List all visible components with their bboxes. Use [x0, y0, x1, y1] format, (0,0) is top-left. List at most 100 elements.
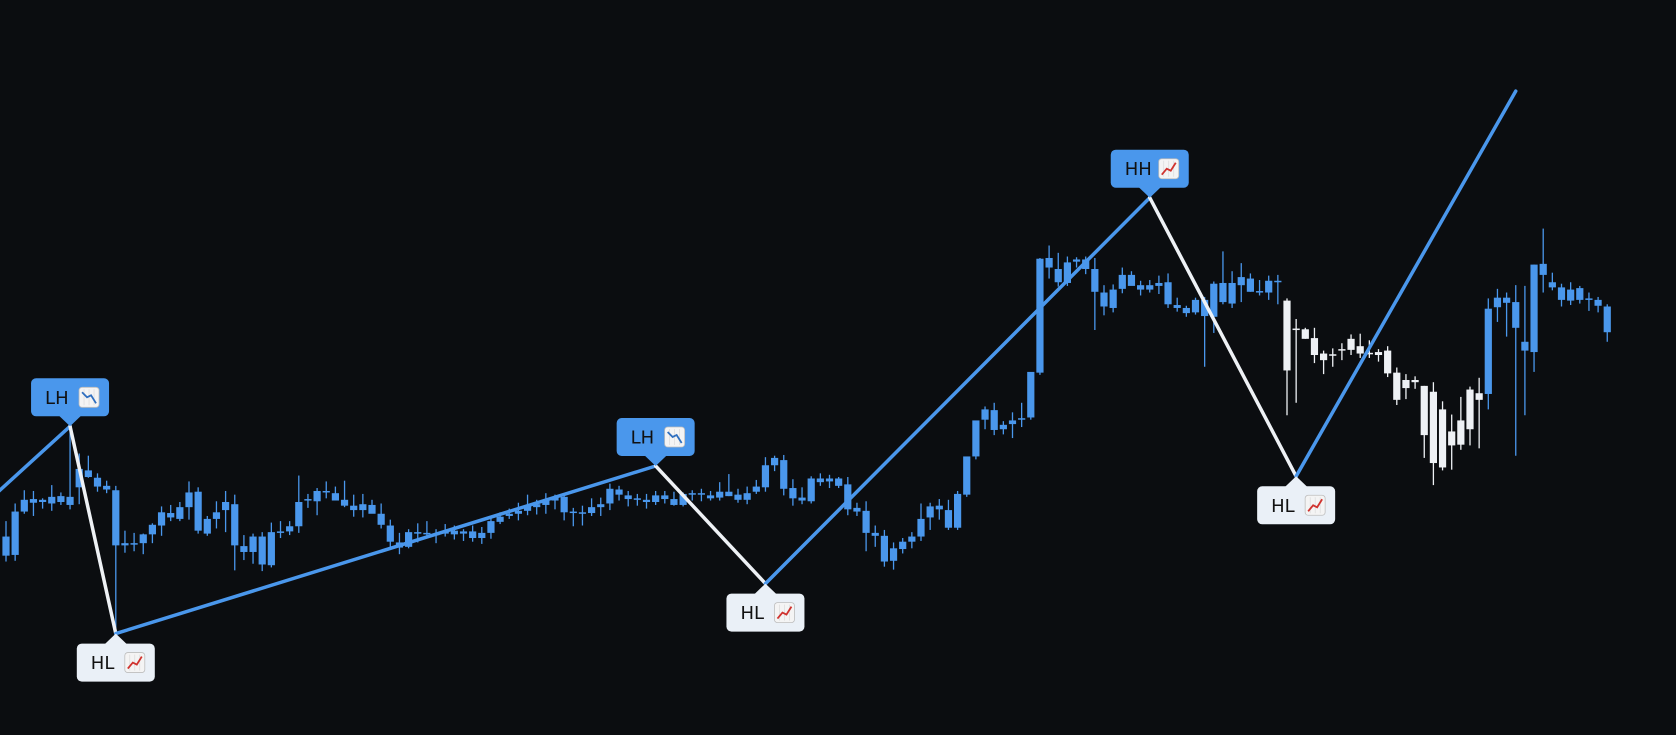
candle: [844, 477, 852, 516]
candle-body: [771, 457, 779, 466]
candle-body: [48, 496, 56, 504]
candle: [322, 481, 330, 499]
candle-body: [725, 491, 733, 497]
candle: [560, 494, 568, 521]
candle: [771, 455, 779, 472]
candle-body: [1118, 274, 1126, 289]
zigzag-up-segment: [763, 195, 1152, 586]
candle-body: [1091, 269, 1099, 292]
candle-body: [734, 494, 742, 500]
candle: [11, 503, 19, 561]
candle: [1191, 297, 1200, 315]
candle-body: [359, 504, 367, 511]
candle: [1045, 245, 1053, 279]
candle-body: [203, 518, 211, 534]
candle-body: [313, 490, 321, 502]
pivot-label-hh: HH: [1110, 149, 1189, 198]
candle: [807, 476, 815, 504]
candle-body: [1228, 282, 1236, 304]
candle-body: [972, 420, 980, 457]
candle-body: [249, 536, 257, 552]
candle: [1457, 396, 1465, 450]
candle: [633, 493, 641, 506]
candle-body: [1301, 329, 1309, 339]
candle-body: [1100, 292, 1108, 307]
candle: [981, 406, 989, 430]
candle-body: [1512, 302, 1520, 328]
candle: [1530, 264, 1538, 372]
candle: [1512, 285, 1520, 456]
candle: [1164, 273, 1172, 308]
candle: [706, 490, 715, 501]
candle: [1008, 412, 1017, 439]
candle-body: [697, 493, 705, 495]
candle-body: [478, 532, 486, 539]
candle: [1356, 333, 1364, 358]
candle-body: [1448, 431, 1456, 446]
candle-body: [615, 489, 623, 495]
candle: [697, 488, 705, 502]
candle-body: [1493, 297, 1502, 308]
candle-body: [569, 511, 577, 514]
candle-body: [414, 532, 422, 534]
candle: [642, 493, 651, 509]
candle: [1201, 296, 1209, 367]
candle: [350, 494, 358, 517]
candle-body: [588, 507, 596, 514]
pivot-label-lh: LH: [31, 378, 110, 427]
candle: [1228, 271, 1236, 308]
candle: [258, 532, 266, 572]
candle: [1109, 284, 1117, 313]
candle-body: [990, 410, 998, 430]
candle-body: [1411, 379, 1419, 383]
candle: [121, 530, 129, 553]
candle-body: [57, 496, 65, 503]
candle-body: [459, 531, 468, 534]
candle: [725, 474, 733, 497]
candle: [386, 519, 394, 549]
candle-body: [286, 526, 294, 532]
candle-body: [1420, 385, 1428, 436]
candle-body: [780, 460, 788, 489]
candle-body: [624, 495, 632, 500]
candle-body: [514, 510, 522, 514]
candle: [816, 473, 824, 486]
candle-body: [935, 505, 943, 510]
pivot-label-pointer: [1138, 187, 1161, 198]
candle-body: [157, 512, 166, 526]
candle-body: [276, 531, 285, 533]
candle-body: [1402, 379, 1410, 389]
candle-body: [853, 507, 861, 512]
candle: [1018, 402, 1026, 428]
candle-body: [1036, 258, 1044, 373]
candle: [716, 482, 724, 501]
candle: [469, 525, 477, 542]
candle-body: [789, 488, 797, 499]
candle: [688, 490, 696, 501]
candle: [1182, 305, 1190, 317]
zigzag-down-segment: [1148, 195, 1298, 479]
candle-body: [1356, 346, 1364, 354]
candle: [670, 491, 678, 506]
candles-layer: [2, 228, 1611, 634]
candle-body: [761, 465, 770, 488]
candle: [1137, 280, 1145, 296]
candle-body: [1155, 282, 1163, 286]
candle: [340, 480, 349, 508]
chart-increasing-icon: [124, 652, 146, 673]
candle-body: [743, 493, 751, 500]
pivot-label-text: HL: [91, 653, 115, 674]
pivot-label-text: HL: [740, 603, 764, 624]
pivot-label-pointer: [644, 455, 667, 466]
candle: [999, 421, 1007, 435]
candle-body: [1201, 299, 1209, 317]
candle-body: [130, 543, 138, 545]
candle-body: [899, 541, 907, 550]
pivot-label-pointer: [754, 583, 777, 595]
candle: [597, 497, 605, 516]
candle: [1548, 272, 1556, 291]
candle: [377, 503, 385, 529]
candle-body: [1374, 352, 1383, 356]
candle-body: [1127, 274, 1136, 286]
